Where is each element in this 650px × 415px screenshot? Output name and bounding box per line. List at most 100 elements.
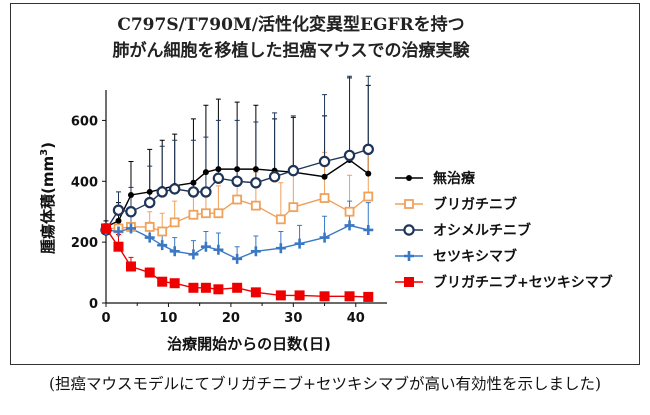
data-point [213,284,224,295]
data-point [112,204,125,216]
figure-caption: (担癌マウスモデルにてブリガチニブ+セツキシマブが高い有効性を示しました) [48,375,602,393]
data-point [202,169,209,176]
data-point [187,186,200,198]
series-line [105,228,369,298]
x-axis-label: 治療開始からの日数(日) [167,335,331,353]
data-point [201,208,211,219]
series-line [105,159,369,228]
data-point [250,177,262,189]
data-point [212,172,225,184]
data-point [157,226,168,237]
data-point [144,196,156,209]
data-point [275,243,286,254]
data-point [231,175,243,187]
x-tick-label: 40 [347,311,365,326]
data-point [200,186,212,198]
data-point [319,232,330,243]
data-point [144,267,155,278]
data-point [215,166,222,173]
data-point [232,253,243,264]
data-point [321,173,328,180]
data-point [344,220,355,231]
data-point [125,223,136,234]
y-tick-label: 400 [71,175,98,190]
error-bar [147,165,153,203]
error-bar [365,75,371,150]
y-tick-label: 600 [71,114,98,129]
data-point [288,202,299,213]
legend-label: ブリガチニブ [433,196,517,213]
data-point [200,241,211,252]
legend-marker [404,251,414,261]
data-point [213,208,224,219]
data-point [268,171,281,183]
data-point [168,183,181,195]
data-point [363,291,374,302]
data-point [250,246,261,257]
data-point [363,224,374,235]
data-point [319,193,330,203]
legend-label: 無治療 [433,170,476,187]
series-line [105,148,369,231]
error-bar [272,112,278,177]
chart: C797S/T790M/活性化変異型EGFRを持つ 肺がん細胞を移植した担癌マウ… [39,14,613,353]
error-bar [203,136,209,192]
data-point [188,249,199,260]
x-tick-label: 0 [101,311,110,326]
data-point [343,149,356,162]
data-point [144,222,155,232]
data-point [113,241,124,252]
series-line [106,195,369,233]
data-point [275,290,286,301]
data-point [113,226,124,237]
data-point [190,179,197,186]
x-tick-label: 30 [284,311,302,326]
data-point [275,214,286,225]
data-point [363,191,374,202]
error-bar [172,139,178,189]
data-point [200,282,211,293]
x-tick-label: 10 [159,311,177,326]
error-bar [290,115,296,171]
chart-title-line-2: 肺がん細胞を移植した担癌マウスでの治療実験 [113,40,471,61]
series-markers [100,143,374,302]
data-point [156,186,168,198]
chart-title-line-1: C797S/T790M/活性化変異型EGFRを持つ [117,14,464,35]
data-point [344,291,355,302]
data-point [188,282,199,293]
data-point [294,238,305,249]
legend-label: セツキシマブ [433,248,517,265]
data-point [365,170,372,177]
legend-marker [404,277,414,287]
chart-title: C797S/T790M/活性化変異型EGFRを持つ 肺がん細胞を移植した担癌マウ… [113,14,471,61]
error-bar [253,121,259,183]
data-point [252,166,259,173]
data-point [169,246,180,257]
data-point [250,287,261,298]
data-point [319,291,330,302]
data-point [213,244,224,255]
data-point [188,209,199,220]
data-point [250,200,261,211]
data-point [146,188,153,195]
legend-marker [403,224,415,236]
legend-marker [406,175,412,181]
error-bar [347,75,353,156]
error-bar [322,94,328,162]
error-bar [159,145,165,192]
data-point [344,206,355,217]
data-point [169,217,180,228]
data-point [157,276,168,287]
data-point [115,217,122,224]
error-bar [234,119,240,182]
legend-label: オシメルチニブ [433,222,531,239]
data-point [232,282,243,293]
data-point [234,166,241,173]
error-bar [278,182,284,220]
data-point [144,232,155,243]
data-point [125,261,136,272]
data-point [232,194,243,205]
x-tick-label: 20 [222,311,240,326]
data-point [125,206,137,218]
